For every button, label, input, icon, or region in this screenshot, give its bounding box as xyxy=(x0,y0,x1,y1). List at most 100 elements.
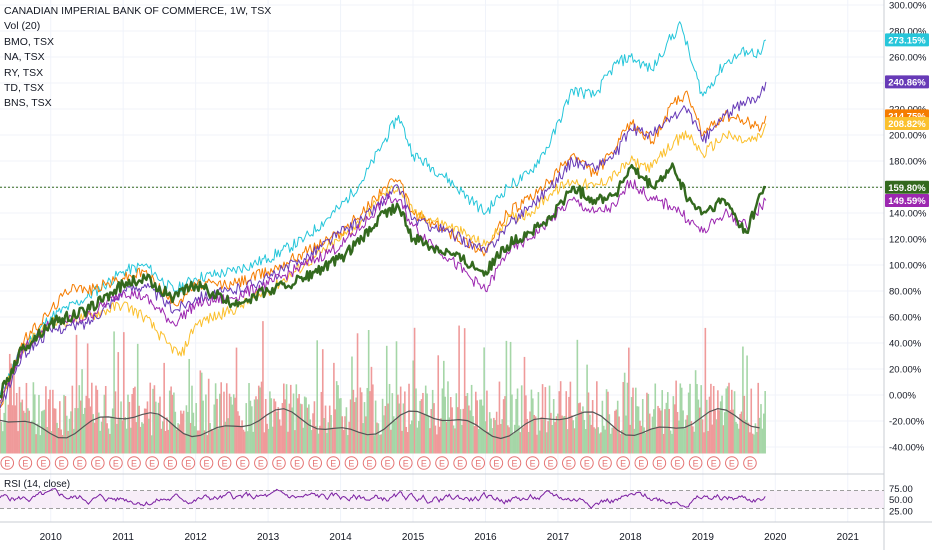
volume-bar xyxy=(219,393,221,454)
volume-bar xyxy=(594,428,597,454)
volume-bar xyxy=(653,409,655,454)
earnings-marker[interactable] xyxy=(326,456,341,470)
rsi-line[interactable] xyxy=(0,487,766,510)
earnings-marker[interactable] xyxy=(580,456,594,470)
volume-bar xyxy=(593,427,595,454)
volume-bar xyxy=(374,400,377,454)
earnings-marker[interactable] xyxy=(163,456,178,470)
x-tick-label: 2020 xyxy=(764,532,787,543)
volume-bar xyxy=(43,409,46,454)
volume-bar xyxy=(28,410,31,454)
volume-bar xyxy=(469,410,472,454)
earnings-marker-label: E xyxy=(711,459,717,469)
earnings-marker-label: E xyxy=(439,459,445,469)
volume-bar xyxy=(504,396,506,454)
volume-bar xyxy=(25,382,28,454)
series-line[interactable] xyxy=(0,21,767,396)
volume-bar xyxy=(558,391,561,454)
volume-bar xyxy=(584,429,587,454)
earnings-marker[interactable] xyxy=(308,456,322,470)
series-value-badge xyxy=(885,33,929,47)
earnings-marker[interactable] xyxy=(254,456,268,470)
legend-entry-volume[interactable]: Vol (20) xyxy=(4,20,41,33)
earnings-marker[interactable] xyxy=(543,456,558,470)
legend-entry-ry[interactable]: RY, TSX xyxy=(4,66,44,79)
earnings-marker[interactable] xyxy=(217,456,232,470)
volume-bar xyxy=(167,429,170,454)
volume-bar xyxy=(456,407,459,454)
volume-bar xyxy=(615,409,618,454)
earnings-marker[interactable] xyxy=(0,456,15,470)
volume-bar xyxy=(365,416,367,454)
earnings-marker[interactable] xyxy=(471,456,486,470)
earnings-marker[interactable] xyxy=(54,456,69,470)
volume-bar xyxy=(505,340,508,454)
earnings-marker[interactable] xyxy=(417,456,431,470)
earnings-marker-label: E xyxy=(22,459,28,469)
earnings-marker[interactable] xyxy=(272,456,286,470)
earnings-marker[interactable] xyxy=(36,456,51,470)
series-value-label: 214.75% xyxy=(888,111,926,122)
earnings-marker[interactable] xyxy=(235,456,250,470)
earnings-marker[interactable] xyxy=(507,456,522,470)
volume-bar xyxy=(762,413,765,454)
earnings-marker[interactable] xyxy=(362,456,377,470)
legend-entry-bns[interactable]: BNS, TSX xyxy=(4,97,52,110)
earnings-marker[interactable] xyxy=(18,456,33,470)
earnings-marker-label: E xyxy=(167,459,173,469)
volume-bar xyxy=(422,392,424,454)
volume-bar xyxy=(212,430,214,454)
earnings-marker[interactable] xyxy=(91,456,105,470)
earnings-marker[interactable] xyxy=(435,456,449,470)
series-line[interactable] xyxy=(0,90,767,409)
earnings-marker[interactable] xyxy=(634,456,649,470)
volume-bar xyxy=(520,385,523,454)
earnings-marker[interactable] xyxy=(199,456,214,470)
series-line[interactable] xyxy=(0,179,767,402)
earnings-marker[interactable] xyxy=(290,456,304,470)
volume-bar xyxy=(3,412,5,454)
earnings-marker[interactable] xyxy=(706,456,721,470)
volume-bar xyxy=(611,427,613,454)
earnings-marker[interactable] xyxy=(652,456,667,470)
volume-bar xyxy=(207,378,210,454)
series-line[interactable] xyxy=(0,123,767,405)
volume-bar xyxy=(640,425,643,454)
y-tick-label: -20.00% xyxy=(889,417,925,428)
earnings-marker[interactable] xyxy=(127,456,141,470)
volume-bar xyxy=(42,410,44,454)
volume-bar xyxy=(78,385,81,454)
earnings-marker[interactable] xyxy=(398,456,413,470)
earnings-marker[interactable] xyxy=(616,456,630,470)
series-line[interactable] xyxy=(0,162,767,399)
earnings-marker[interactable] xyxy=(688,456,703,470)
volume-bar xyxy=(654,383,657,454)
earnings-marker[interactable] xyxy=(489,456,504,470)
volume-bar xyxy=(633,428,636,454)
volume-bar xyxy=(372,384,374,454)
legend-entry-td[interactable]: TD, TSX xyxy=(4,82,45,95)
earnings-marker[interactable] xyxy=(72,456,87,470)
y-tick-label: 200.00% xyxy=(889,131,927,142)
earnings-marker[interactable] xyxy=(380,456,395,470)
volume-bar xyxy=(711,424,714,454)
earnings-marker[interactable] xyxy=(725,456,739,470)
earnings-marker[interactable] xyxy=(145,456,159,470)
earnings-marker[interactable] xyxy=(670,456,685,470)
chart-title[interactable]: CANADIAN IMPERIAL BANK OF COMMERCE, 1W, … xyxy=(4,5,272,17)
earnings-marker[interactable] xyxy=(453,456,467,470)
earnings-marker[interactable] xyxy=(109,456,123,470)
series-value-badge xyxy=(885,194,929,208)
legend-entry-bmo[interactable]: BMO, TSX xyxy=(4,35,54,48)
volume-bar xyxy=(131,394,133,454)
earnings-marker[interactable] xyxy=(344,456,359,470)
earnings-marker[interactable] xyxy=(181,456,196,470)
earnings-marker[interactable] xyxy=(598,456,612,470)
earnings-marker[interactable] xyxy=(525,456,540,470)
volume-bar xyxy=(402,403,405,454)
earnings-marker[interactable] xyxy=(743,456,757,470)
earnings-marker[interactable] xyxy=(562,456,576,470)
legend-entry-na[interactable]: NA, TSX xyxy=(4,51,45,64)
